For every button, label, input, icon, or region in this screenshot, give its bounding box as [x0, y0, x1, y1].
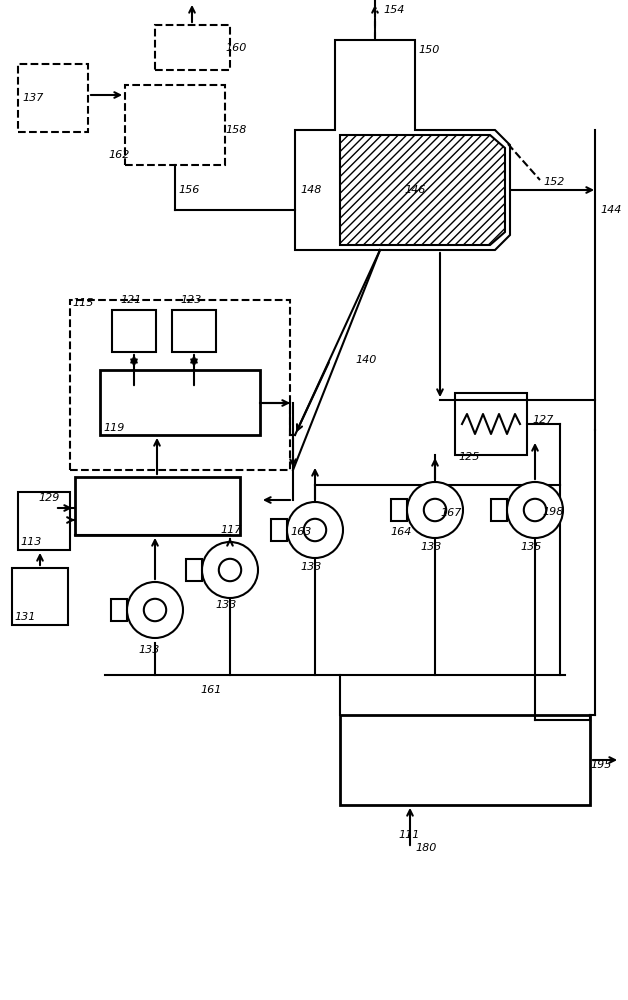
Text: 144: 144 — [600, 205, 621, 215]
Polygon shape — [340, 135, 505, 245]
Bar — [491, 499, 507, 521]
Text: 123: 123 — [180, 295, 202, 305]
FancyBboxPatch shape — [18, 64, 88, 132]
Text: 167: 167 — [440, 508, 462, 518]
Bar — [186, 559, 202, 581]
Text: 164: 164 — [390, 527, 411, 537]
Text: 119: 119 — [103, 423, 124, 433]
Text: 113: 113 — [20, 537, 41, 547]
Text: 195: 195 — [590, 760, 612, 770]
Circle shape — [127, 582, 183, 638]
FancyBboxPatch shape — [75, 477, 240, 535]
FancyBboxPatch shape — [172, 310, 216, 352]
Text: 150: 150 — [418, 45, 440, 55]
Text: 140: 140 — [355, 355, 376, 365]
Text: 152: 152 — [543, 177, 565, 187]
Text: 137: 137 — [22, 93, 43, 103]
Circle shape — [507, 482, 563, 538]
FancyBboxPatch shape — [18, 492, 70, 550]
Text: 148: 148 — [300, 185, 322, 195]
Text: 127: 127 — [532, 415, 553, 425]
FancyBboxPatch shape — [12, 568, 68, 625]
Circle shape — [407, 482, 463, 538]
FancyBboxPatch shape — [455, 393, 527, 455]
Text: 111: 111 — [398, 830, 420, 840]
FancyBboxPatch shape — [155, 25, 230, 70]
Text: 158: 158 — [225, 125, 246, 135]
Circle shape — [424, 499, 447, 521]
Text: 133: 133 — [138, 645, 160, 655]
Circle shape — [219, 559, 241, 581]
Text: 117: 117 — [220, 525, 241, 535]
Text: 131: 131 — [14, 612, 35, 622]
Text: 163: 163 — [290, 527, 311, 537]
Text: 160: 160 — [225, 43, 246, 53]
Circle shape — [287, 502, 343, 558]
Circle shape — [202, 542, 258, 598]
Polygon shape — [295, 40, 510, 250]
Text: 198: 198 — [542, 507, 563, 517]
Bar — [391, 499, 407, 521]
Text: 180: 180 — [415, 843, 436, 853]
Circle shape — [524, 499, 546, 521]
FancyBboxPatch shape — [100, 370, 260, 435]
Text: 133: 133 — [300, 562, 322, 572]
FancyBboxPatch shape — [340, 715, 590, 805]
Text: 129: 129 — [38, 493, 60, 503]
Text: 125: 125 — [458, 452, 479, 462]
Text: 154: 154 — [383, 5, 404, 15]
Text: 135: 135 — [520, 542, 541, 552]
Text: 115: 115 — [72, 298, 94, 308]
Text: 156: 156 — [178, 185, 199, 195]
Bar — [111, 599, 127, 621]
Text: 133: 133 — [215, 600, 236, 610]
Circle shape — [304, 519, 326, 541]
Text: 146: 146 — [404, 185, 426, 195]
Text: 121: 121 — [120, 295, 141, 305]
FancyBboxPatch shape — [112, 310, 156, 352]
Text: 161: 161 — [200, 685, 222, 695]
Bar — [271, 519, 287, 541]
FancyBboxPatch shape — [70, 300, 290, 470]
FancyBboxPatch shape — [125, 85, 225, 165]
Circle shape — [144, 599, 166, 621]
Text: 162: 162 — [108, 150, 129, 160]
Text: 133: 133 — [420, 542, 441, 552]
